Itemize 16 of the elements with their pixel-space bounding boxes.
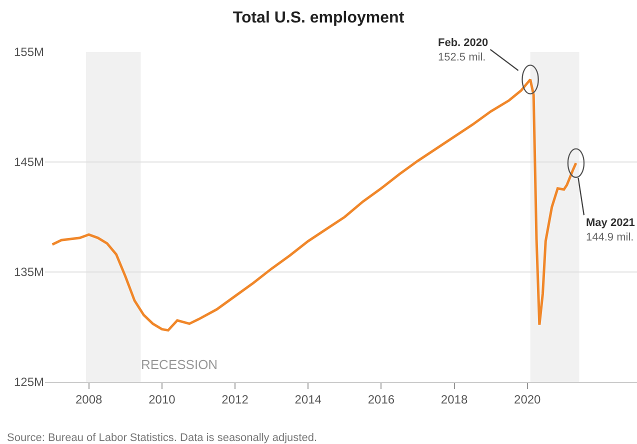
- y-tick-label: 125M: [14, 375, 44, 390]
- x-tick-label: 2012: [222, 392, 249, 406]
- x-tick-label: 2020: [514, 392, 542, 406]
- y-tick-label: 145M: [14, 155, 44, 170]
- annotation: Feb. 2020 152.5 mil.: [438, 37, 488, 64]
- y-tick-label: 155M: [14, 45, 44, 60]
- chart-title: Total U.S. employment: [232, 9, 405, 26]
- source-note: Source: Bureau of Labor Statistics. Data is seasonally adjusted.: [7, 432, 318, 444]
- annotation: May 2021 144.9 mil.: [586, 217, 635, 244]
- x-tick-label: 2010: [148, 392, 176, 406]
- y-tick-label: 135M: [14, 265, 44, 280]
- x-tick-label: 2016: [368, 392, 395, 406]
- x-tick-label: 2014: [294, 392, 322, 406]
- x-tick-label: 2008: [76, 392, 103, 406]
- band-label: RECESSION: [141, 357, 218, 372]
- x-tick-label: 2018: [440, 392, 468, 406]
